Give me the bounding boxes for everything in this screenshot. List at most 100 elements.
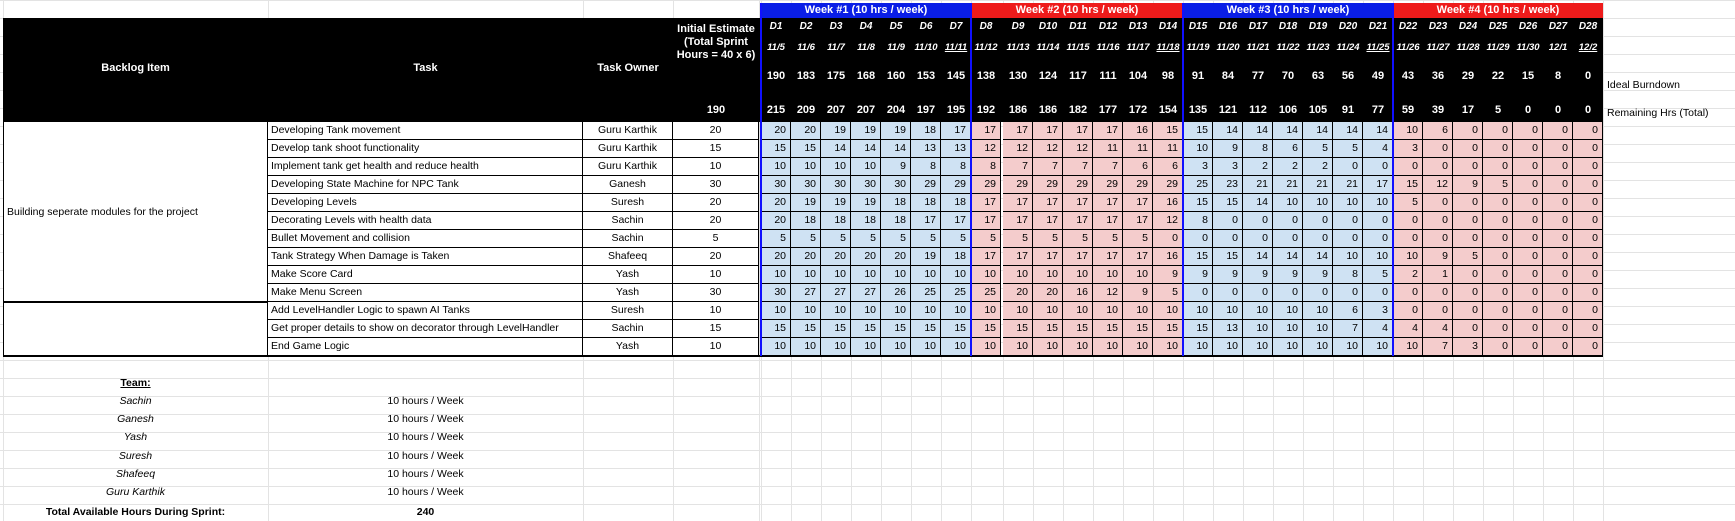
ideal-burndown-value: 29 bbox=[1461, 70, 1475, 82]
day-label: D27 bbox=[1548, 21, 1568, 32]
day-value: 5 bbox=[1123, 230, 1153, 248]
table-row: Bullet Movement and collision Sachin 5 5 5 5 5… bbox=[0, 230, 1735, 248]
day-value: 8 bbox=[941, 158, 971, 176]
day-value: 10 bbox=[1213, 302, 1243, 320]
day-value: 12 bbox=[1003, 140, 1033, 158]
day-label: D19 bbox=[1308, 21, 1328, 32]
day-value: 0 bbox=[1453, 284, 1483, 302]
day-label: D11 bbox=[1069, 21, 1087, 32]
day-label: D24 bbox=[1458, 21, 1478, 32]
day-value: 17 bbox=[1093, 212, 1123, 230]
ideal-burndown-value: 130 bbox=[1008, 70, 1028, 82]
day-value: 15 bbox=[971, 320, 1001, 338]
day-value: 0 bbox=[1513, 122, 1543, 140]
remaining-total-value: 77 bbox=[1371, 104, 1385, 116]
day-value: 9 bbox=[1273, 266, 1303, 284]
day-value: 5 bbox=[1453, 248, 1483, 266]
day-date: 12/1 bbox=[1548, 42, 1568, 53]
day-value: 17 bbox=[1033, 212, 1063, 230]
task-name: Get proper details to show on decorator … bbox=[268, 320, 583, 338]
day-value: 10 bbox=[1243, 302, 1273, 320]
day-value: 10 bbox=[851, 338, 881, 356]
day-value: 30 bbox=[851, 176, 881, 194]
ideal-burndown-value: 104 bbox=[1128, 70, 1148, 82]
day-value: 10 bbox=[791, 338, 821, 356]
day-value: 13 bbox=[1213, 320, 1243, 338]
day-value: 14 bbox=[1333, 122, 1363, 140]
day-value: 10 bbox=[1363, 194, 1393, 212]
day-value: 27 bbox=[851, 284, 881, 302]
day-value: 18 bbox=[911, 122, 941, 140]
day-value: 17 bbox=[1033, 122, 1063, 140]
remaining-total-value: 186 bbox=[1008, 104, 1028, 116]
day-value: 10 bbox=[971, 338, 1001, 356]
day-date: 11/10 bbox=[914, 42, 938, 53]
task-owner: Sachin bbox=[583, 212, 673, 230]
day-value: 4 bbox=[1363, 140, 1393, 158]
ideal-burndown-value: 43 bbox=[1401, 70, 1415, 82]
day-label: D8 bbox=[979, 21, 993, 32]
day-label: D13 bbox=[1128, 21, 1148, 32]
table-bottom-border bbox=[3, 355, 1603, 357]
remaining-total-value: 91 bbox=[1341, 104, 1355, 116]
day-value: 20 bbox=[761, 194, 791, 212]
ideal-burndown-value: 91 bbox=[1191, 70, 1205, 82]
day-value: 10 bbox=[1393, 248, 1423, 266]
task-name: Make Score Card bbox=[268, 266, 583, 284]
day-value: 18 bbox=[851, 212, 881, 230]
day-value: 10 bbox=[941, 266, 971, 284]
day-value: 0 bbox=[1453, 320, 1483, 338]
remaining-total-value: 182 bbox=[1068, 104, 1088, 116]
day-value: 19 bbox=[821, 194, 851, 212]
day-value: 15 bbox=[1093, 320, 1123, 338]
day-date: 11/7 bbox=[827, 42, 845, 53]
day-value: 15 bbox=[761, 320, 791, 338]
ideal-burndown-value: 63 bbox=[1311, 70, 1325, 82]
day-value: 0 bbox=[1573, 266, 1603, 284]
day-value: 7 bbox=[1003, 158, 1033, 176]
day-value: 0 bbox=[1333, 212, 1363, 230]
day-label: D2 bbox=[799, 21, 813, 32]
day-value: 10 bbox=[851, 158, 881, 176]
day-value: 10 bbox=[1003, 302, 1033, 320]
day-value: 17 bbox=[911, 212, 941, 230]
day-value: 10 bbox=[1273, 302, 1303, 320]
day-value: 0 bbox=[1183, 284, 1213, 302]
day-label: D21 bbox=[1368, 21, 1388, 32]
day-value: 15 bbox=[821, 320, 851, 338]
day-value: 10 bbox=[1123, 266, 1153, 284]
day-value: 5 bbox=[1093, 230, 1123, 248]
task-name: Implement tank get health and reduce hea… bbox=[268, 158, 583, 176]
ideal-burndown-value: 111 bbox=[1099, 70, 1117, 82]
day-label: D7 bbox=[949, 21, 963, 32]
day-value: 12 bbox=[1093, 284, 1123, 302]
day-value: 27 bbox=[821, 284, 851, 302]
ideal-burndown-value: 0 bbox=[1584, 70, 1592, 82]
day-value: 0 bbox=[1213, 284, 1243, 302]
day-value: 25 bbox=[911, 284, 941, 302]
day-value: 10 bbox=[761, 302, 791, 320]
day-value: 5 bbox=[881, 230, 911, 248]
day-value: 21 bbox=[1333, 176, 1363, 194]
day-value: 0 bbox=[1273, 230, 1303, 248]
day-date: 11/8 bbox=[857, 42, 875, 53]
task-owner: Yash bbox=[583, 266, 673, 284]
initial-estimate: 15 bbox=[673, 140, 759, 158]
team-member-hours: 10 hours / Week bbox=[387, 413, 464, 426]
day-value: 25 bbox=[1183, 176, 1213, 194]
day-date: 11/12 bbox=[974, 42, 998, 53]
grid-hline bbox=[0, 486, 1735, 487]
team-member-hours: 10 hours / Week bbox=[387, 467, 464, 480]
day-value: 15 bbox=[911, 320, 941, 338]
table-row: End Game Logic Yash 10 10 10 10 10 10 10 10 10 10 10… bbox=[0, 338, 1735, 356]
day-value: 19 bbox=[821, 122, 851, 140]
grid-hline bbox=[0, 0, 1735, 1]
day-value: 0 bbox=[1543, 122, 1573, 140]
day-value: 8 bbox=[911, 158, 941, 176]
remaining-total-value: 195 bbox=[946, 104, 966, 116]
day-label: D26 bbox=[1518, 21, 1538, 32]
day-value: 15 bbox=[1063, 320, 1093, 338]
day-value: 10 bbox=[1183, 338, 1213, 356]
day-value: 30 bbox=[821, 176, 851, 194]
group-divider bbox=[3, 301, 268, 303]
